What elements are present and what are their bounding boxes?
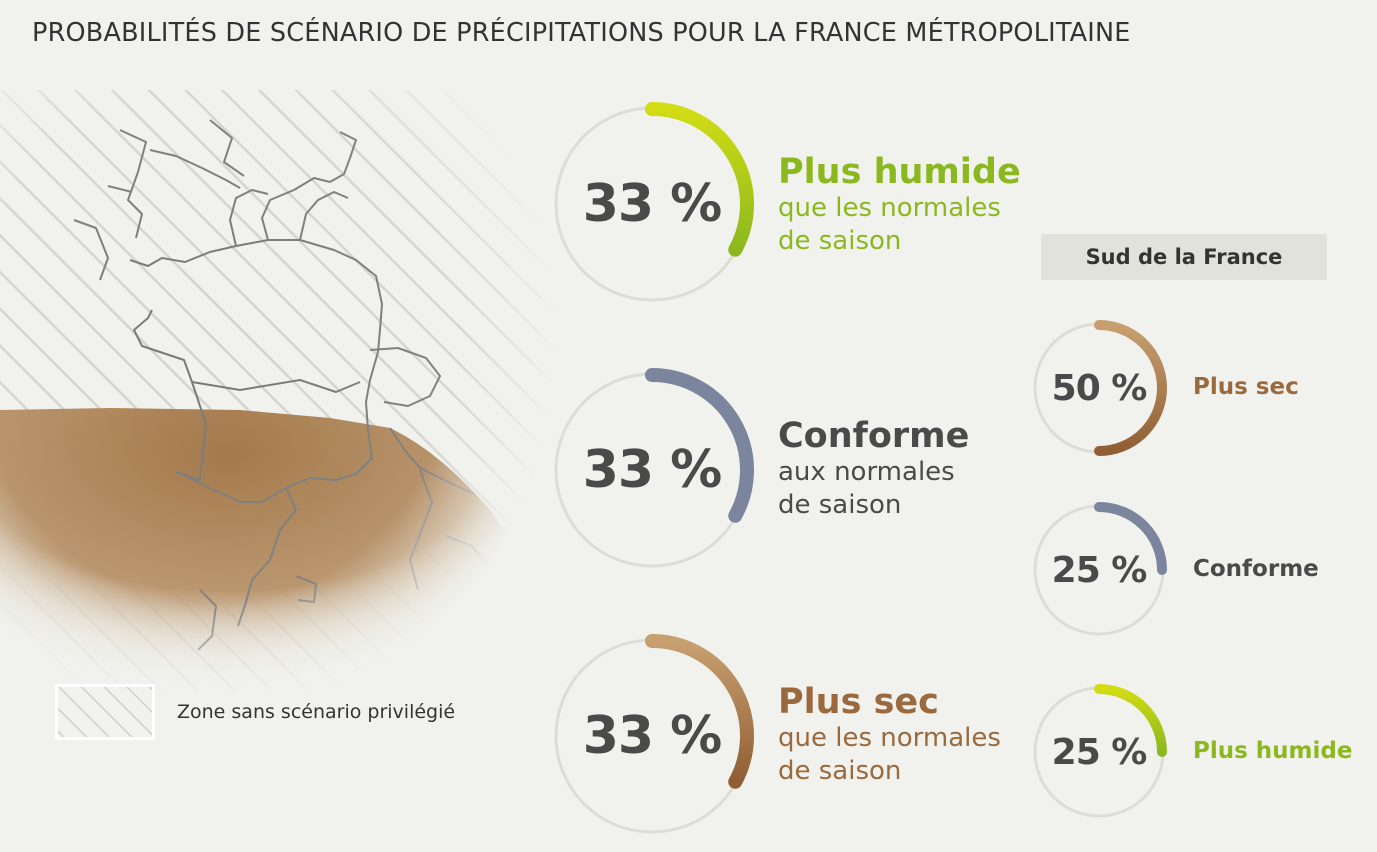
gauge-arc-sud-conforme [1094,502,1167,575]
gauge-arc-plus-humide [645,102,754,257]
gauge-arc-sud-plus-sec [1094,320,1167,456]
label-plus-sec-title: Plus sec [778,682,939,722]
gauge-value-plus-humide: 33 % [582,174,723,234]
dry-zone [0,408,545,690]
country-borders [73,119,491,651]
label-conforme-title: Conforme [778,416,970,456]
region-title: Sud de la France [1041,234,1327,280]
label-plus-humide-desc-1: que les normales [778,193,1001,223]
legend-label: Zone sans scénario privilégié [177,701,456,723]
gauge-sud-conforme: 25 % [1033,502,1167,636]
label-plus-humide: Plus humide que les normales de saison [778,152,1021,258]
gauge-arc-conforme [645,368,754,523]
gauge-value-conforme: 33 % [582,440,723,500]
map-illustration [0,90,560,690]
gauge-value-sud-conforme: 25 % [1051,549,1148,591]
legend-hatch-swatch [55,684,155,740]
label-conforme: Conforme aux normales de saison [778,416,969,522]
label-plus-humide-title: Plus humide [778,152,1021,192]
legend: Zone sans scénario privilégié [55,684,455,740]
gauge-sud-plus-humide: 25 % [1033,684,1167,818]
label-plus-sec-desc-2: de saison [778,756,902,786]
gauge-conforme: 33 % [552,368,754,570]
gauge-plus-sec: 33 % [552,634,754,836]
gauge-plus-humide: 33 % [552,102,754,304]
label-sud-plus-sec: Plus sec [1193,374,1299,400]
gauge-value-sud-plus-humide: 25 % [1051,731,1148,773]
label-conforme-desc-1: aux normales [778,457,955,487]
gauge-value-sud-plus-sec: 50 % [1051,367,1148,409]
gauge-value-plus-sec: 33 % [582,706,723,766]
label-sud-plus-humide: Plus humide [1193,738,1353,764]
gauge-arc-plus-sec [645,634,754,789]
label-plus-sec: Plus sec que les normales de saison [778,682,1001,788]
label-plus-sec-desc-1: que les normales [778,723,1001,753]
gauge-arc-sud-plus-humide [1094,684,1167,757]
page-title: PROBABILITÉS DE SCÉNARIO DE PRÉCIPITATIO… [32,18,1131,48]
gauge-sud-plus-sec: 50 % [1033,320,1167,456]
label-plus-humide-desc-2: de saison [778,226,902,256]
label-conforme-desc-2: de saison [778,490,902,520]
label-sud-conforme: Conforme [1193,556,1319,582]
